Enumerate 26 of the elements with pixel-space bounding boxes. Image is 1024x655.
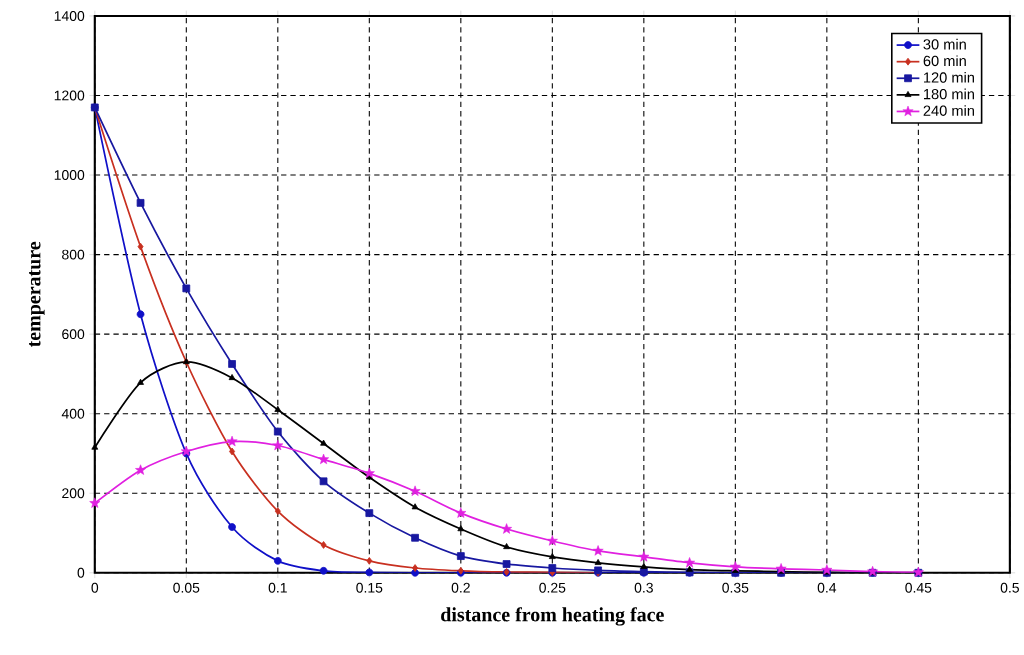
y-tick-label: 1000 bbox=[54, 170, 85, 181]
x-tick-label: 0.05 bbox=[173, 583, 200, 593]
x-tick-label: 0 bbox=[91, 583, 99, 593]
y-tick-label: 1200 bbox=[54, 90, 85, 101]
legend-label: 120 min bbox=[924, 72, 974, 83]
y-tick-label: 800 bbox=[62, 249, 85, 260]
y-tick-label: 0 bbox=[77, 568, 85, 578]
x-tick-label: 0.35 bbox=[722, 583, 749, 593]
x-axis-title: distance from heating face bbox=[441, 607, 664, 626]
x-tick-label: 0.45 bbox=[905, 583, 932, 593]
y-axis-title: temperature bbox=[29, 242, 45, 348]
legend-label: 240 min bbox=[923, 105, 974, 117]
x-tick-label: 0.4 bbox=[817, 583, 837, 593]
y-tick-label: 1400 bbox=[54, 11, 85, 22]
x-tick-label: 0.1 bbox=[268, 583, 287, 593]
legend-label: 30 min bbox=[923, 38, 966, 50]
x-tick-label: 0.15 bbox=[356, 583, 383, 593]
x-tick-label: 0.25 bbox=[539, 583, 566, 593]
x-tick-label: 0.3 bbox=[634, 583, 653, 593]
x-tick-label: 0.5 bbox=[1000, 583, 1019, 593]
y-tick-label: 600 bbox=[62, 329, 85, 340]
y-tick-label: 400 bbox=[61, 408, 85, 419]
legend-label: 180 min bbox=[924, 88, 974, 100]
legend-label: 60 min bbox=[923, 55, 966, 67]
y-tick-label: 200 bbox=[62, 488, 85, 499]
x-tick-label: 0.2 bbox=[451, 583, 470, 593]
